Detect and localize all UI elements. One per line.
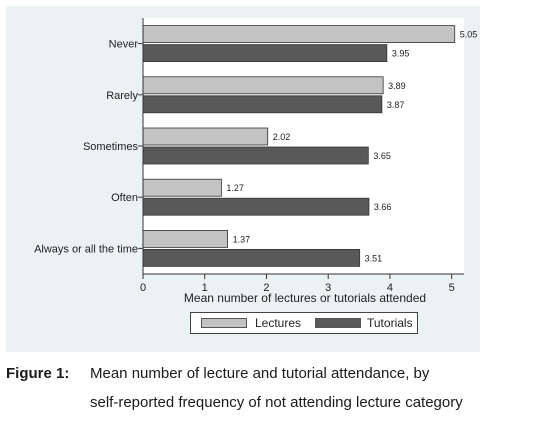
- category-labels-layer: Never Rarely Sometimes Often Always or all t…: [34, 39, 143, 255]
- x-ticks-layer: 0 1 2 3 4 5: [140, 274, 455, 294]
- bar-lectures-always-or-all-the-time: [142, 229, 228, 248]
- legend-swatch-tutorials: [315, 318, 361, 328]
- value-label-tutorials-sometimes: 3.65: [373, 151, 391, 161]
- x-tick-label-4: 4: [387, 282, 393, 294]
- bar-lectures-never: [142, 25, 456, 44]
- category-label-often: Often: [111, 192, 138, 204]
- value-label-lectures-often: 1.27: [226, 183, 244, 193]
- value-label-lectures-rarely: 3.89: [388, 81, 406, 91]
- bar-lectures-sometimes: [142, 127, 269, 146]
- x-tick-label-2: 2: [263, 282, 269, 294]
- figure-caption: Figure 1: Mean number of lecture and tut…: [6, 359, 531, 425]
- value-label-lectures-never: 5.05: [460, 30, 478, 40]
- value-label-tutorials-never: 3.95: [392, 49, 410, 59]
- value-label-tutorials-always-or-all-the-time: 3.51: [365, 253, 383, 263]
- category-label-sometimes: Sometimes: [83, 141, 139, 153]
- legend-label-lectures: Lectures: [255, 316, 302, 330]
- value-label-lectures-sometimes: 2.02: [273, 132, 291, 142]
- legend-swatch-lectures: [201, 318, 247, 328]
- value-label-tutorials-often: 3.66: [374, 202, 392, 212]
- legend: Lectures Tutorials: [190, 312, 418, 334]
- caption-line-1: Figure 1: Mean number of lecture and tut…: [6, 359, 429, 388]
- caption-figure-label: Figure 1:: [6, 365, 70, 382]
- value-label-tutorials-rarely: 3.87: [387, 100, 405, 110]
- bar-chart: 5.05 3.95 3.89 3.87 2.02 3.65 1.27 3.66 1.37 3.51…: [34, 18, 477, 305]
- bar-tutorials-sometimes: [142, 146, 369, 165]
- x-tick-label-5: 5: [449, 282, 455, 294]
- category-label-rarely: Rarely: [106, 90, 138, 102]
- caption-text-line-1: Mean number of lecture and tutorial atte…: [90, 365, 430, 382]
- x-axis-title: Mean number of lectures or tutorials att…: [184, 291, 426, 305]
- bar-tutorials-rarely: [142, 95, 383, 114]
- bar-tutorials-always-or-all-the-time: [142, 248, 361, 267]
- value-labels-layer: 5.05 3.95 3.89 3.87 2.02 3.65 1.27 3.66 1.37 3.51: [226, 30, 477, 264]
- bar-tutorials-never: [142, 44, 388, 62]
- x-tick-label-1: 1: [202, 282, 208, 294]
- x-tick-label-3: 3: [325, 282, 331, 294]
- value-label-lectures-always-or-all-the-time: 1.37: [233, 234, 251, 244]
- bar-lectures-often: [142, 178, 222, 197]
- bar-tutorials-often: [142, 197, 370, 216]
- category-label-never: Never: [109, 39, 139, 51]
- x-tick-label-0: 0: [140, 282, 146, 294]
- caption-text-line-2: self-reported frequency of not attending…: [90, 394, 463, 411]
- bar-lectures-rarely: [142, 76, 384, 95]
- category-label-always-or-all-the-time: Always or all the time: [34, 243, 138, 255]
- legend-label-tutorials: Tutorials: [367, 316, 413, 330]
